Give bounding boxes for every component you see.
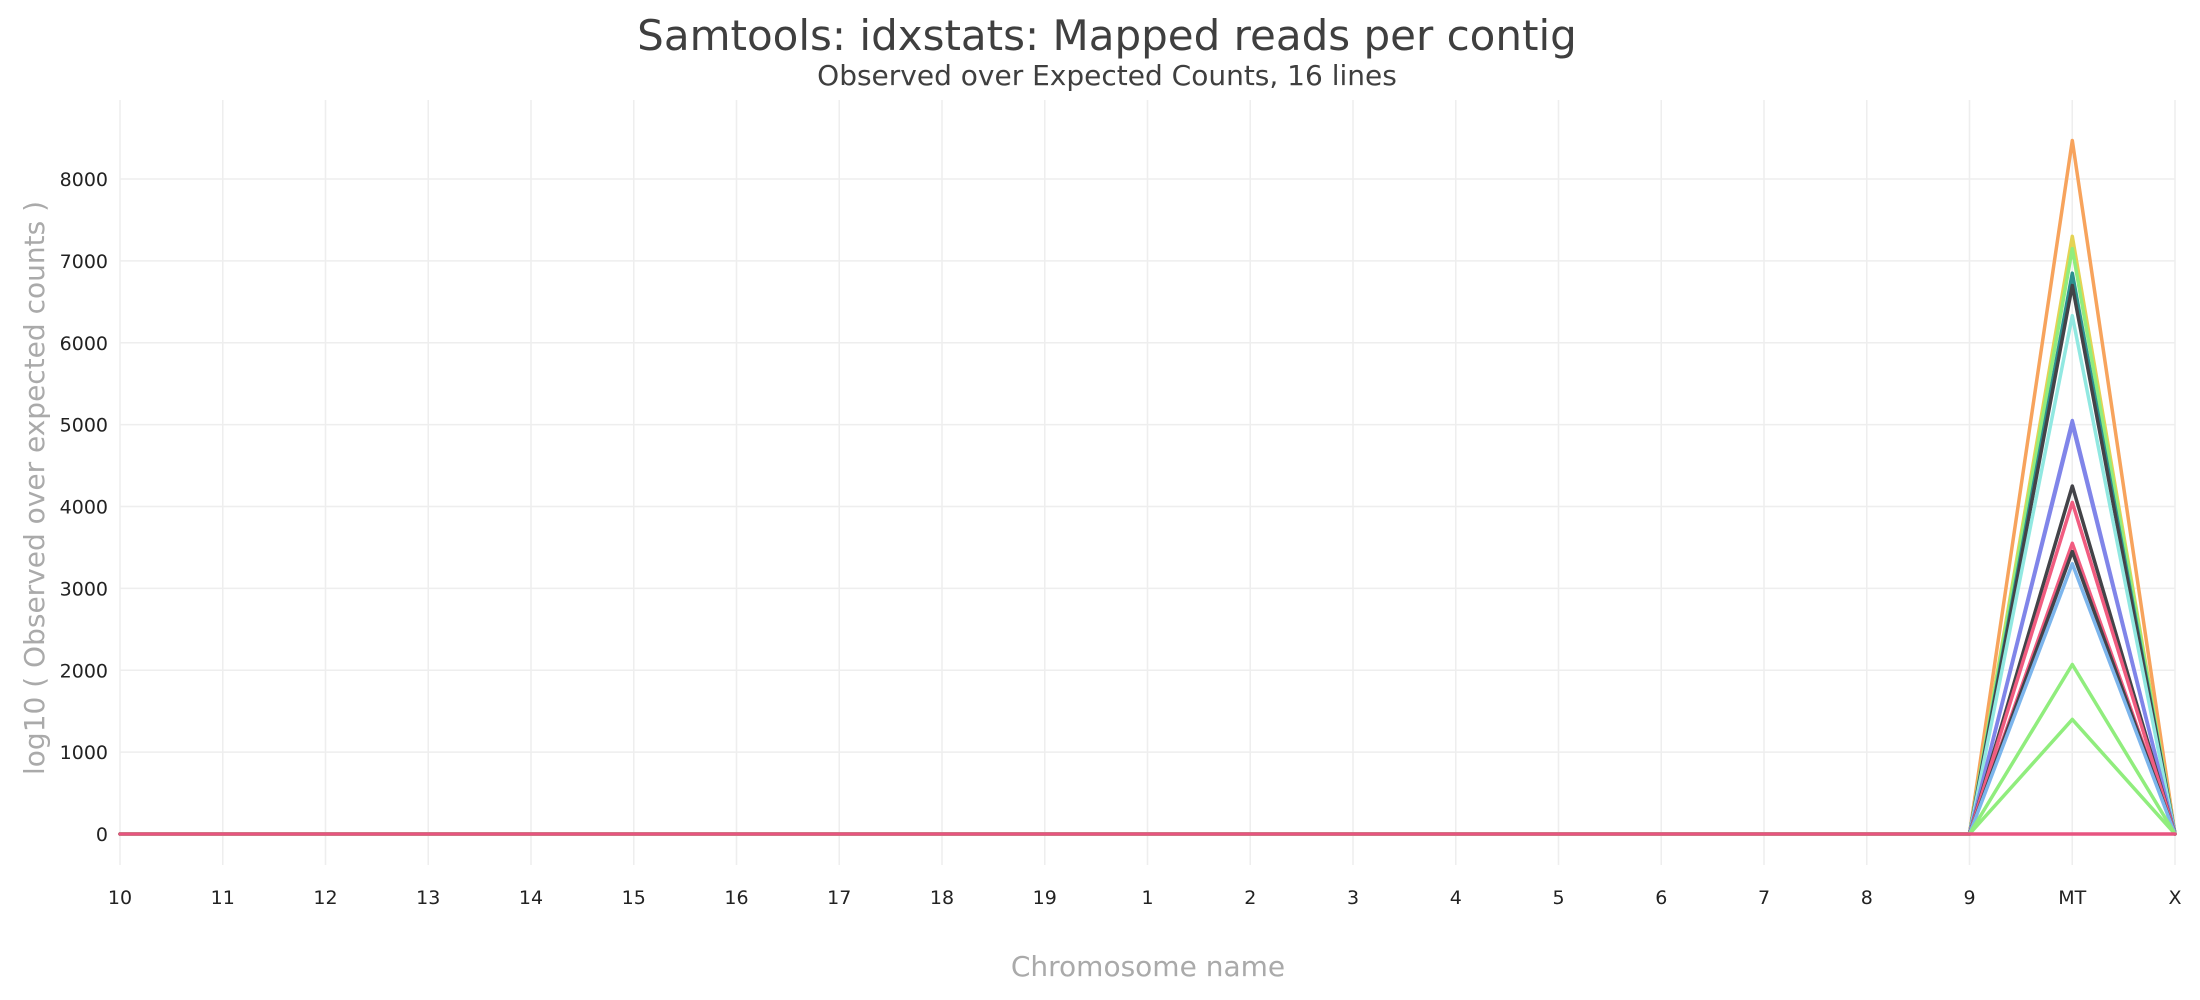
x-tick-label: 8 [1861,887,1873,909]
x-tick-label: 16 [724,887,748,909]
x-tick-label: 19 [1033,887,1057,909]
grid-layer [119,100,2176,865]
x-tick-label: 15 [622,887,646,909]
x-tick-label: 3 [1347,887,1359,909]
x-tick-label: X [2168,887,2181,909]
y-axis-label: log10 ( Observed over expected counts ) [18,201,51,775]
x-tick-label: 7 [1758,887,1770,909]
y-tick-label: 1000 [60,742,108,764]
x-tick-label: 12 [313,887,337,909]
y-tick-labels: 0 1000 2000 3000 4000 5000 6000 7000 8000 [60,169,108,846]
x-tick-label: 4 [1450,887,1462,909]
x-tick-labels: 10 11 12 13 14 15 16 17 18 19 1 2 3 4 5 6 7 8 9 MT X [108,887,2182,909]
x-tick-label: 11 [211,887,235,909]
x-tick-label: 14 [519,887,543,909]
y-tick-label: 3000 [60,578,108,600]
y-tick-label: 2000 [60,660,108,682]
y-tick-label: 8000 [60,169,108,191]
x-tick-label: MT [2058,887,2086,909]
x-tick-label: 9 [1963,887,1975,909]
x-axis-label: Chromosome name [1011,950,1285,983]
y-tick-label: 6000 [60,333,108,355]
x-tick-label: 6 [1655,887,1667,909]
x-tick-label: 1 [1141,887,1153,909]
x-tick-label: 10 [108,887,132,909]
y-tick-label: 0 [96,824,108,846]
series-layer [118,138,2177,836]
y-tick-label: 4000 [60,497,108,519]
x-tick-label: 5 [1552,887,1564,909]
y-tick-label: 5000 [60,415,108,437]
x-tick-label: 17 [827,887,851,909]
y-tick-label: 7000 [60,251,108,273]
chart-subtitle: Observed over Expected Counts, 16 lines [817,59,1397,92]
x-tick-label: 13 [416,887,440,909]
x-tick-label: 2 [1244,887,1256,909]
chart-title: Samtools: idxstats: Mapped reads per con… [637,11,1577,60]
x-tick-label: 18 [930,887,954,909]
